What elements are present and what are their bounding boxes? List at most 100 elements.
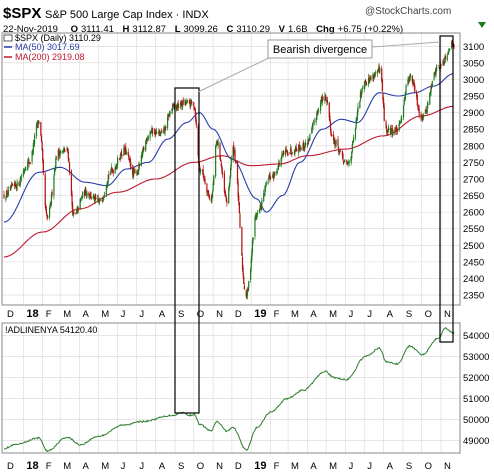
price-x-tick-label: O [425,309,432,320]
candle-body [67,151,69,159]
candle-body [378,66,380,71]
candle-body [36,124,38,126]
candle-body [11,183,13,185]
candle-body [303,147,305,149]
candle-body [377,67,380,72]
candle-body [431,81,433,88]
candle-body [107,175,109,183]
candle-body [6,190,8,196]
candle-body [224,190,226,195]
price-tick-label: 3100 [463,42,484,53]
candle-body [435,69,437,75]
candle-body [150,132,152,134]
candle-body [295,147,297,149]
candle-body [101,199,103,201]
candle-body [141,150,144,157]
candle-body [427,103,429,106]
candle-body [162,130,164,134]
candle-body [80,198,82,201]
candle-body [263,193,265,202]
candle-body [83,190,86,196]
candle-body [421,116,423,120]
candle-body [364,81,366,87]
candle-body [373,74,375,79]
candle-body [81,197,83,199]
candle-body [41,141,43,151]
candle-body [193,107,196,109]
candle-body [185,101,187,104]
candle-body [127,152,129,156]
candle-body [80,197,83,199]
candle-body [75,212,77,214]
candle-body [291,153,293,155]
candle-body [238,195,240,203]
candle-body [77,207,79,211]
candle-body [303,142,305,149]
breadth-x-tick-label: J [348,461,353,472]
candle-body [237,181,239,198]
candle-body [290,149,292,153]
candle-body [453,44,455,46]
candle-body [387,129,389,133]
candle-body [236,160,239,183]
candle-body [168,115,170,118]
candle-body [47,216,49,218]
candle-body [273,171,275,177]
candle-body [103,193,106,195]
candle-body [443,62,445,64]
candle-body [25,168,27,170]
candle-body [281,154,284,156]
candle-body [379,68,381,72]
candle-body [155,130,157,135]
candle-body [329,115,331,121]
candle-body [239,214,241,228]
candle-body [120,151,122,155]
candle-body [140,155,142,167]
candle-body [146,137,149,141]
candle-body [102,198,104,201]
candle-body [255,214,257,217]
candle-body [444,57,446,63]
price-panel-frame [1,32,461,306]
candle-body [31,151,33,162]
price-tick-label: 2700 [463,174,484,185]
price-x-tick-label: J [121,309,126,320]
candle-body [221,171,224,175]
candle-body [186,100,188,104]
candle-body [217,141,219,147]
candle-body [298,144,300,151]
candle-body [250,258,252,269]
adline-series [3,326,455,453]
candle-body [176,106,178,109]
candle-body [134,171,136,173]
candle-body [165,126,167,129]
candle-body [228,183,230,188]
candle-body [368,78,370,81]
candle-body [446,55,448,60]
candle-body [302,143,304,150]
candle-body [359,101,361,108]
candle-body [232,146,234,159]
candle-body [256,215,258,217]
candle-body [99,199,101,201]
candle-body [59,153,61,156]
candle-body [343,161,345,164]
candle-body [265,182,267,186]
candle-body [383,106,385,121]
price-x-tick-label: N [216,309,223,320]
candle-body [90,196,93,198]
candle-body [350,156,352,163]
candle-body [48,207,51,218]
candle-body [194,108,196,111]
breadth-x-tick-label: S [406,461,412,472]
candle-body [88,192,90,196]
breadth-x-tick-label: M [291,461,299,472]
candle-body [118,158,121,160]
candle-body [133,169,135,174]
candle-body [283,150,285,155]
candle-body [228,186,230,204]
candle-body [123,147,125,156]
candle-body [63,148,66,152]
candle-body [317,112,319,114]
